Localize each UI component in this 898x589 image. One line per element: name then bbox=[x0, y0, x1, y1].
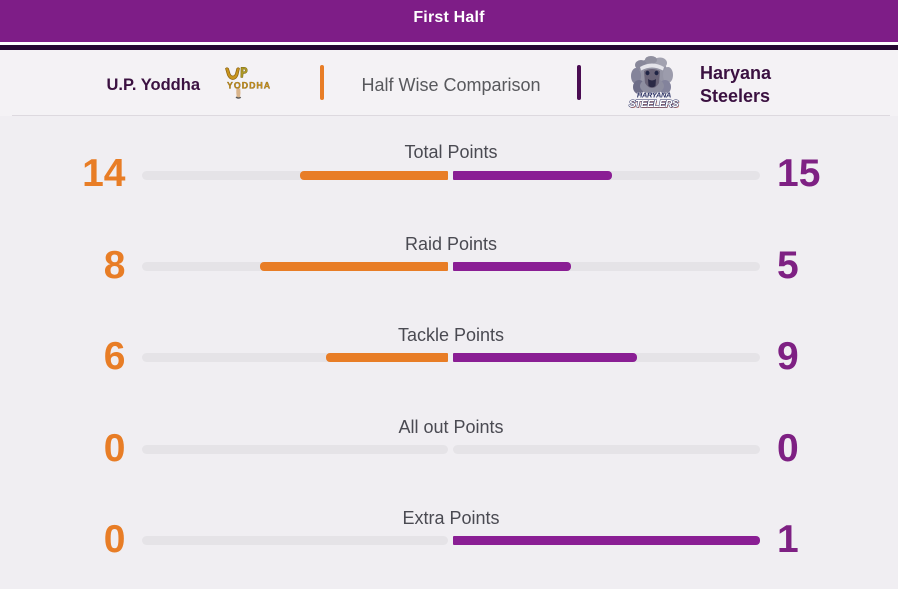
svg-text:STEELERS: STEELERS bbox=[629, 99, 679, 110]
svg-text:HARYANA: HARYANA bbox=[637, 91, 671, 100]
svg-text:YODDHA: YODDHA bbox=[227, 81, 271, 91]
svg-text:STEELERS: STEELERS bbox=[630, 100, 680, 111]
